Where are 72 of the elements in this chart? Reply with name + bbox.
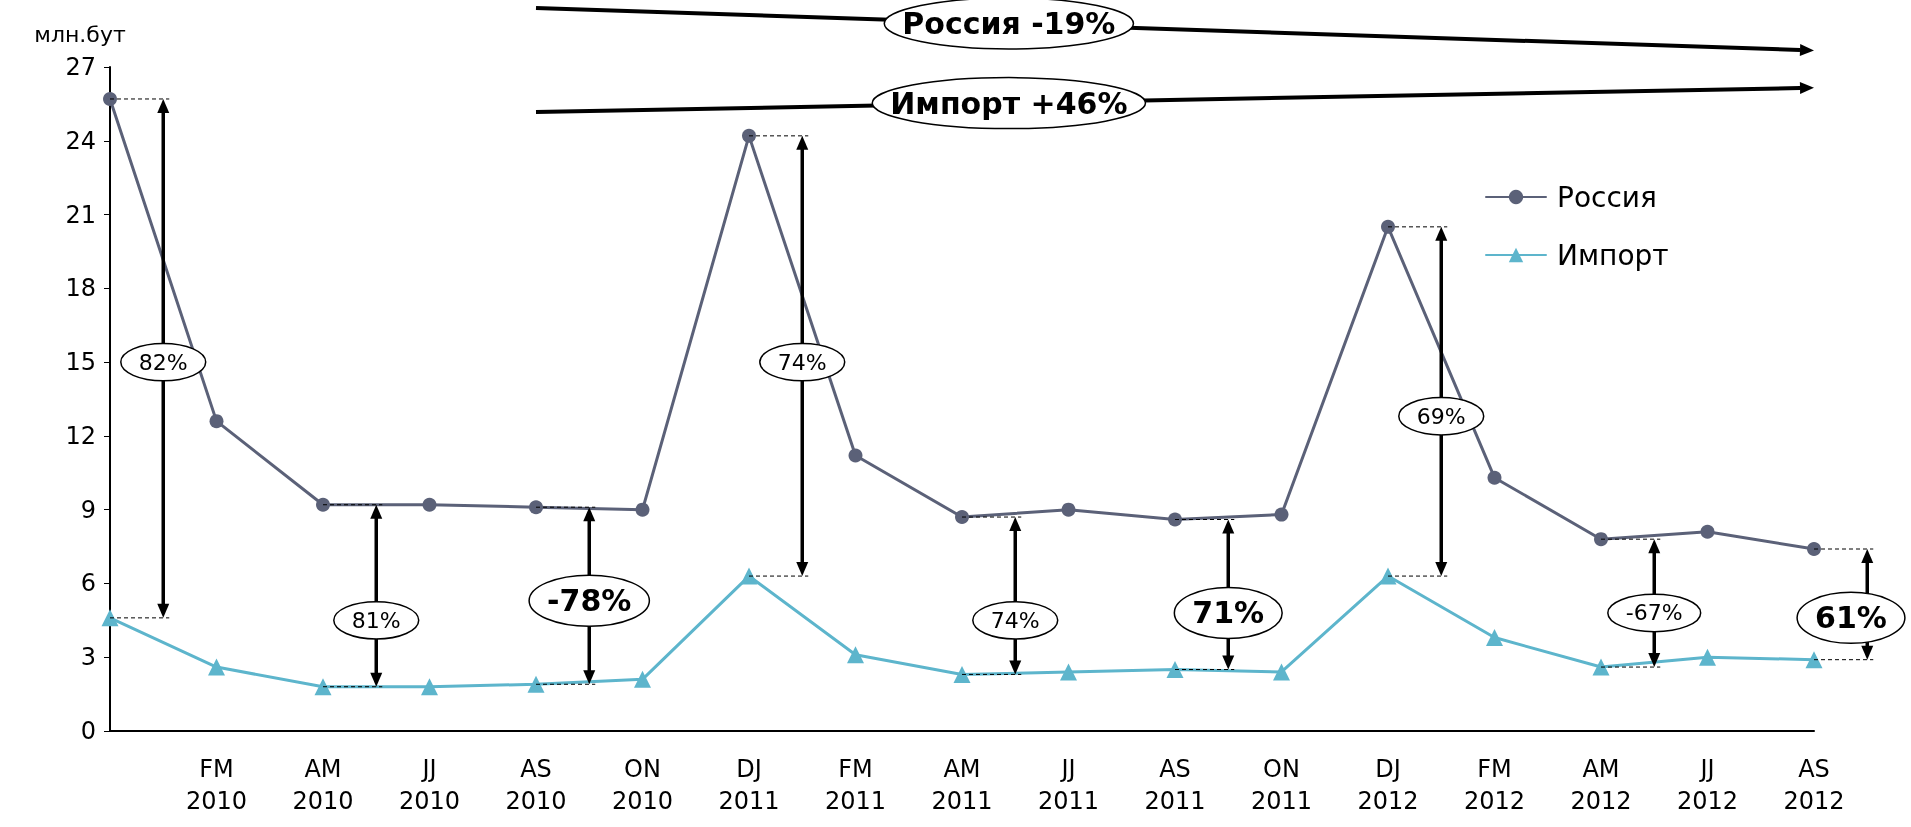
point bbox=[1805, 651, 1823, 669]
point bbox=[740, 567, 758, 585]
point bbox=[209, 414, 224, 429]
point bbox=[1592, 658, 1610, 676]
point bbox=[953, 665, 971, 683]
y-tick-label: 12 bbox=[65, 421, 96, 450]
point bbox=[1166, 661, 1184, 679]
x-tick-label: ON 2011 bbox=[1250, 755, 1313, 815]
point bbox=[1060, 663, 1077, 681]
legend-label: Россия bbox=[1557, 180, 1657, 214]
point bbox=[1061, 502, 1076, 517]
point bbox=[1273, 663, 1290, 681]
annotation: 74% bbox=[990, 607, 1040, 633]
annotation: Импорт +46% bbox=[890, 85, 1128, 121]
x-tick-label: DJ 2012 bbox=[1357, 755, 1419, 815]
point bbox=[1700, 524, 1715, 539]
point bbox=[103, 91, 117, 106]
x-tick-label: AM 2011 bbox=[931, 755, 993, 815]
x-tick-label: FM 2011 bbox=[824, 755, 887, 815]
y-tick-label: 0 bbox=[80, 717, 96, 745]
point bbox=[1487, 470, 1502, 485]
point bbox=[1594, 532, 1608, 547]
point bbox=[1699, 648, 1716, 666]
annotation: 81% bbox=[351, 607, 401, 633]
point bbox=[1486, 629, 1503, 647]
x-tick-label: AS 2012 bbox=[1783, 755, 1845, 815]
point bbox=[1168, 512, 1182, 527]
x-tick-label: JJ 2010 bbox=[398, 755, 461, 815]
point bbox=[634, 670, 651, 688]
x-tick-label: AS 2010 bbox=[505, 755, 567, 815]
point bbox=[421, 678, 438, 696]
annotation: -67% bbox=[1625, 600, 1683, 626]
point bbox=[101, 609, 119, 627]
point bbox=[208, 658, 225, 676]
point bbox=[1381, 219, 1395, 234]
x-tick-label: DJ 2011 bbox=[718, 755, 780, 815]
y-tick-label: 21 bbox=[65, 200, 96, 229]
y-tick-label: 3 bbox=[80, 643, 96, 672]
annotation: 74% bbox=[777, 349, 827, 375]
x-tick-label: FM 2010 bbox=[185, 755, 248, 815]
x-tick-label: AM 2012 bbox=[1570, 755, 1632, 815]
annotation: 69% bbox=[1416, 403, 1466, 429]
point bbox=[847, 646, 864, 664]
x-tick-label: JJ 2012 bbox=[1676, 755, 1739, 815]
x-tick-label: AM 2010 bbox=[292, 755, 354, 815]
point bbox=[635, 502, 650, 517]
point bbox=[316, 497, 330, 512]
x-tick-label: ON 2010 bbox=[611, 755, 674, 815]
point bbox=[422, 497, 437, 512]
x-tick-label: JJ 2011 bbox=[1037, 755, 1100, 815]
point bbox=[742, 128, 756, 143]
annotation: -78% bbox=[547, 583, 632, 619]
annotation: 71% bbox=[1192, 595, 1265, 631]
y-tick-label: 9 bbox=[80, 495, 96, 524]
legend-label: Импорт bbox=[1557, 238, 1669, 272]
y-tick-label: 6 bbox=[80, 569, 96, 598]
y-tick-label: 18 bbox=[65, 274, 96, 303]
point bbox=[527, 675, 545, 693]
point bbox=[1807, 542, 1821, 557]
x-tick-label: FM 2012 bbox=[1463, 755, 1526, 815]
point bbox=[314, 678, 332, 696]
point bbox=[848, 448, 863, 463]
x-tick-label: AS 2011 bbox=[1144, 755, 1206, 815]
point bbox=[529, 500, 543, 515]
point bbox=[1274, 507, 1289, 522]
point bbox=[1379, 567, 1397, 585]
annotation: 82% bbox=[138, 349, 188, 375]
y-axis-title: млн.бут bbox=[34, 21, 126, 47]
y-tick-label: 27 bbox=[65, 53, 96, 81]
y-tick-label: 15 bbox=[65, 348, 96, 377]
point bbox=[955, 510, 969, 525]
y-tick-label: 24 bbox=[65, 126, 96, 155]
